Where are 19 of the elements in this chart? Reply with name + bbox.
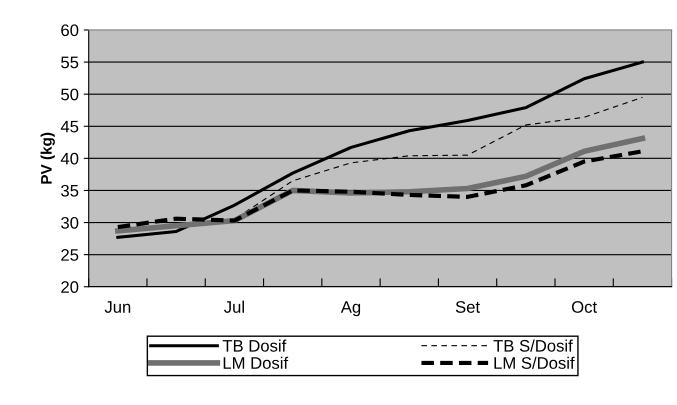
x-tick-label: Jul	[224, 300, 244, 313]
y-tick-label: 30	[61, 216, 78, 229]
y-tick-label: 25	[61, 249, 78, 261]
legend-label: LM Dosif	[224, 356, 288, 369]
y-tick-label: 50	[61, 88, 78, 100]
legend-label: TB Dosif	[222, 339, 286, 352]
x-tick-label: Oct	[572, 301, 597, 313]
y-axis-title: PV (kg)	[40, 132, 55, 184]
y-tick-label: 40	[60, 152, 78, 165]
x-tick-label: Set	[456, 301, 480, 313]
x-tick-label: Jun	[104, 301, 130, 313]
y-tick-label: 55	[61, 56, 78, 68]
legend-label: TB S/Dosif	[493, 339, 573, 352]
y-tick-label: 35	[61, 184, 78, 197]
x-tick-label: Ag	[340, 301, 360, 316]
y-tick-label: 45	[60, 120, 78, 132]
y-tick-label: 60	[61, 24, 78, 36]
legend-label: LM S/Dosif	[494, 356, 575, 369]
y-tick-label: 20	[61, 281, 78, 293]
